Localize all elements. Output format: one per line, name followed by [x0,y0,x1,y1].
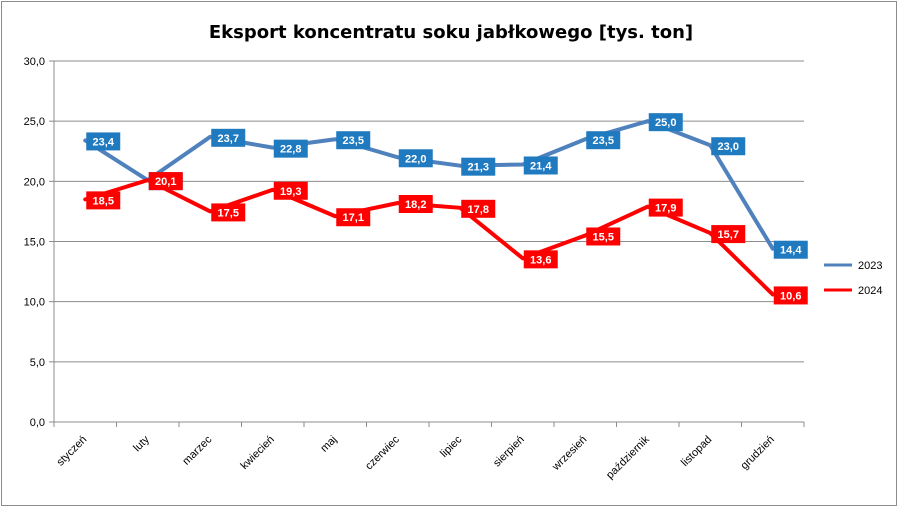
data-label-text: 23,5 [343,135,364,147]
data-label-text: 21,4 [530,160,552,172]
data-label-text: 17,1 [343,212,364,224]
data-label-text: 18,2 [405,199,426,211]
data-label-text: 17,9 [655,203,676,215]
data-label: 18,2 [398,194,433,213]
data-label-text: 23,5 [593,135,614,147]
data-label: 15,5 [586,227,621,246]
data-label: 10,6 [773,286,808,305]
chart-title: Eksport koncentratu soku jabłkowego [tys… [209,22,693,43]
data-label: 23,5 [336,131,371,150]
axes: 0,0 5,0 10,0 15,0 20,0 25,0 30,0 styczeń luty mar… [24,56,805,481]
data-label-text: 17,8 [468,204,489,216]
data-label-box [523,156,558,175]
data-label: 17,1 [336,208,371,227]
data-label: 20,1 [148,172,183,191]
data-label-box [711,225,746,244]
data-label-box [211,128,246,147]
gridlines [54,60,804,423]
data-label: 17,5 [211,203,246,222]
x-tick-label: czerwiec [363,433,402,472]
data-label-box [773,286,808,305]
x-tick-label: kwiecień [239,434,277,472]
data-label: 15,7 [711,225,746,244]
data-label-box [211,203,246,222]
data-label-text: 18,5 [93,195,114,207]
y-tick-label: 15,0 [24,237,45,249]
y-tick-label: 5,0 [30,357,45,369]
data-label-text: 19,3 [280,186,301,198]
legend-label: 2024 [858,285,882,297]
data-label: 23,5 [586,131,621,150]
legend-label: 2023 [858,260,882,272]
data-label: 21,4 [523,156,558,175]
data-label: 18,5 [86,191,121,210]
data-label-text: 21,3 [468,162,489,174]
data-label-box [398,149,433,168]
y-tick-label: 20,0 [24,176,45,188]
data-label-text: 22,8 [280,144,301,156]
data-label: 14,4 [773,240,808,259]
x-tick-label: grudzień [739,434,777,472]
data-label-text: 25,0 [655,117,676,129]
data-label-box [586,227,621,246]
x-tick-label: styczeń [55,434,90,469]
x-tick-label: wrzesień [549,434,589,474]
data-label-box [273,181,308,200]
data-label: 22,0 [398,149,433,168]
data-label: 21,3 [461,157,496,176]
data-label-text: 20,1 [155,176,176,188]
data-label-box [461,199,496,218]
data-label: 23,7 [211,128,246,147]
data-label-box [86,191,121,210]
x-tick-label: listopad [679,434,714,469]
x-tick-label: luty [131,433,152,454]
data-label-text: 10,6 [780,290,801,302]
data-label-box [398,194,433,213]
data-label: 17,9 [648,198,683,217]
x-tick-label: maj [318,434,339,455]
data-label-text: 17,5 [218,207,239,219]
data-label-box [336,131,371,150]
data-label-box [648,113,683,132]
data-label-text: 23,0 [718,141,739,153]
data-label: 23,0 [711,137,746,156]
x-tick-label: lipiec [438,433,465,460]
data-label-text: 15,5 [593,231,614,243]
data-label-box [711,137,746,156]
x-tick-label: październik [604,433,652,481]
data-label: 25,0 [648,113,683,132]
data-label: 13,6 [523,250,558,269]
data-label-box [336,208,371,227]
data-label-box [586,131,621,150]
data-label: 23,4 [86,132,121,151]
data-label-text: 14,4 [780,245,802,257]
x-tick-label: sierpień [491,434,527,470]
data-label-box [523,250,558,269]
data-label-text: 15,7 [718,229,739,241]
y-tick-label: 30,0 [24,56,45,68]
data-label-text: 23,4 [93,136,115,148]
y-tick-label: 10,0 [24,297,45,309]
data-label-box [148,172,183,191]
data-label-text: 13,6 [530,254,551,266]
series-line-2023 [83,119,775,251]
data-label-box [86,132,121,151]
y-tick-label: 25,0 [24,116,45,128]
data-label: 22,8 [273,139,308,158]
data-label-text: 22,0 [405,153,426,165]
data-label-text: 23,7 [218,133,239,145]
y-tick-label: 0,0 [30,417,45,429]
data-label-box [648,198,683,217]
data-label-box [273,139,308,158]
data-labels: 23,4 20,1 23,7 22,8 23,5 22,0 21,3 21,4 23,5 25,0… [86,113,808,305]
legend: 2023 2024 [824,260,882,297]
data-label-box [461,157,496,176]
data-label: 17,8 [461,199,496,218]
data-label: 19,3 [273,181,308,200]
data-label-box [773,240,808,259]
x-tick-label: marzec [180,433,214,467]
